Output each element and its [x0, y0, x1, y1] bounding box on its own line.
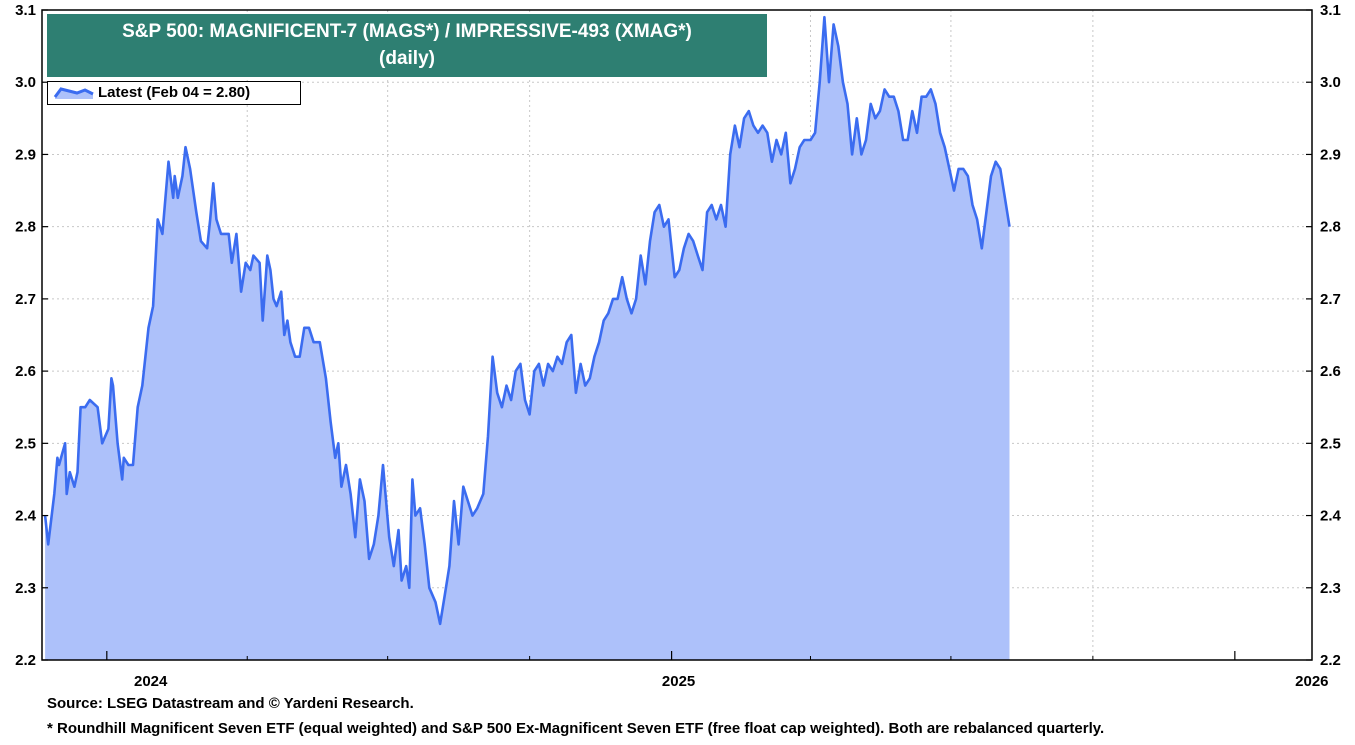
y-tick-label-left: 2.9: [15, 146, 36, 163]
y-tick-label-left: 2.3: [15, 580, 36, 597]
chart-title: S&P 500: MAGNIFICENT-7 (MAGS*) / IMPRESS…: [122, 21, 692, 42]
y-tick-label-left: 2.4: [15, 508, 37, 525]
y-tick-label-right: 2.7: [1320, 291, 1341, 308]
x-tick-label: 2026: [1295, 673, 1328, 690]
y-tick-label-right: 2.5: [1320, 435, 1341, 452]
y-tick-label-left: 2.7: [15, 291, 36, 308]
y-tick-label-right: 2.6: [1320, 363, 1341, 380]
y-tick-label-right: 2.2: [1320, 652, 1341, 669]
source-note: Source: LSEG Datastream and © Yardeni Re…: [47, 695, 414, 712]
y-tick-label-left: 3.1: [15, 2, 36, 19]
x-axis-ticks: 2024 2025 2026: [106, 651, 1329, 690]
plot-frame: [41, 9, 1313, 661]
y-tick-label-left: 2.5: [15, 435, 36, 452]
y-tick-label-left: 2.2: [15, 652, 36, 669]
footnote: * Roundhill Magnificent Seven ETF (equal…: [47, 720, 1105, 737]
y-axis-ticks: 2.2 2.2 2.3 2.3 2.4 2.4 2.5 2.5 2.6 2.6 2.7 2.7 2.8 2…: [15, 2, 1341, 669]
y-tick-label-right: 3.1: [1320, 2, 1341, 19]
y-tick-label-right: 3.0: [1320, 74, 1341, 91]
legend-entry: Latest (Feb 04 = 2.80): [98, 84, 251, 101]
x-tick-label: 2024: [134, 673, 168, 690]
series-line: [43, 15, 1011, 626]
series-area-fill: [45, 17, 1010, 660]
y-tick-label-left: 3.0: [15, 74, 36, 91]
y-tick-label-left: 2.6: [15, 363, 36, 380]
y-tick-label-right: 2.9: [1320, 146, 1341, 163]
legend: Latest (Feb 04 = 2.80): [47, 81, 301, 105]
chart-subtitle: (daily): [379, 48, 435, 69]
y-tick-label-right: 2.4: [1320, 508, 1342, 525]
y-tick-label-left: 2.8: [15, 219, 36, 236]
y-tick-label-right: 2.3: [1320, 580, 1341, 597]
y-tick-label-right: 2.8: [1320, 219, 1341, 236]
chart-title-box: S&P 500: MAGNIFICENT-7 (MAGS*) / IMPRESS…: [47, 14, 767, 77]
legend-swatch: [53, 87, 94, 99]
x-tick-label: 2025: [662, 673, 695, 690]
